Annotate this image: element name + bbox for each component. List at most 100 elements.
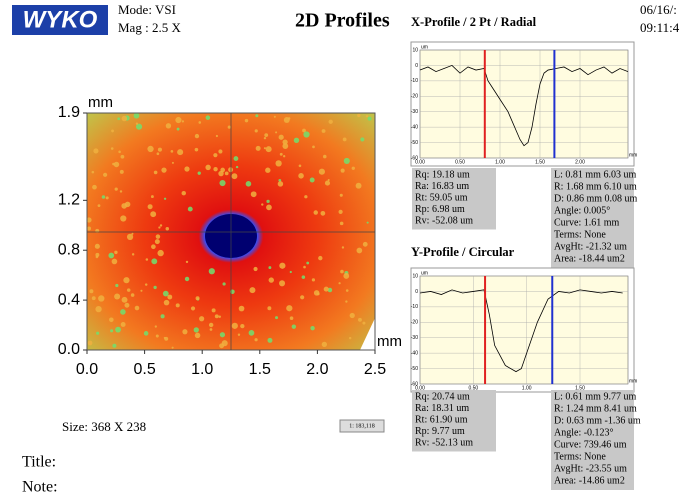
surface-speck xyxy=(215,134,219,138)
surface-speck xyxy=(253,266,258,272)
stat: Area: -18.44 um2 xyxy=(554,253,625,264)
surface-speck xyxy=(263,147,266,150)
surface-speck xyxy=(164,336,169,341)
surface-speck xyxy=(124,201,131,208)
surface-speck xyxy=(177,149,184,156)
surface-speck xyxy=(277,181,284,187)
note-label: Note: xyxy=(22,479,58,496)
x-tick-label: 0.5 xyxy=(133,361,155,378)
y-unit: um xyxy=(421,44,428,50)
surface-speck xyxy=(279,280,286,287)
surface-speck xyxy=(320,210,326,216)
surface-speck xyxy=(143,331,149,336)
scale-label: 1: 183,118 xyxy=(349,423,374,429)
surface-speck xyxy=(266,204,272,211)
date: 06/16/: xyxy=(640,2,677,17)
y-unit: um xyxy=(421,270,428,276)
y-tick-label: 0 xyxy=(415,289,418,295)
surface-speck xyxy=(133,112,140,119)
x-tick-label: 1.0 xyxy=(191,361,213,378)
surface-speck xyxy=(240,323,245,329)
surface-speck xyxy=(114,187,118,191)
surface-speck xyxy=(108,252,115,259)
surface-speck xyxy=(214,314,219,319)
stat: Rp: 9.77 um xyxy=(415,426,465,437)
profile-title: X-Profile / 2 Pt / Radial xyxy=(411,15,537,29)
surface-speck xyxy=(190,306,196,311)
stat: Rv: -52.08 um xyxy=(415,215,473,226)
x-unit: mm xyxy=(377,333,402,350)
surface-speck xyxy=(87,340,93,346)
y-tick-label: 1.9 xyxy=(58,104,80,121)
surface-speck xyxy=(278,179,282,182)
surface-speck xyxy=(156,152,160,156)
surface-speck xyxy=(182,329,188,335)
surface-speck xyxy=(282,139,288,145)
x-unit: mm xyxy=(629,152,637,158)
surface-speck xyxy=(114,293,121,300)
surface-speck xyxy=(340,269,344,274)
surface-speck xyxy=(175,116,182,124)
surface-speck xyxy=(167,294,173,300)
surface-speck xyxy=(311,278,316,282)
surface-speck xyxy=(324,180,331,186)
surface-speck xyxy=(367,116,372,121)
surface-speck xyxy=(328,119,333,124)
surface-speck xyxy=(341,246,345,249)
surface-speck xyxy=(162,290,169,297)
surface-speck xyxy=(355,182,362,189)
surface-speck xyxy=(316,292,320,296)
x-tick-label: 0.0 xyxy=(76,361,98,378)
surface-speck xyxy=(318,168,325,175)
stat: Rv: -52.13 um xyxy=(415,437,473,448)
surface-speck xyxy=(159,224,163,227)
x-tick-label: 2.00 xyxy=(575,159,585,165)
surface-speck xyxy=(304,195,308,199)
surface-speck xyxy=(87,226,92,231)
surface-speck xyxy=(301,275,306,279)
surface-speck xyxy=(95,305,102,313)
surface-speck xyxy=(254,129,258,133)
surface-speck xyxy=(310,325,315,331)
surface-speck xyxy=(208,268,215,275)
y-tick-label: -40 xyxy=(411,124,418,130)
surface-speck xyxy=(237,333,241,336)
stat: Rq: 19.18 um xyxy=(415,169,470,180)
x-tick-label: 1.50 xyxy=(535,159,545,165)
profile-line xyxy=(419,289,623,373)
y-tick-label: -10 xyxy=(411,78,418,84)
y-tick-label: 10 xyxy=(412,273,418,279)
surface-speck xyxy=(362,241,368,247)
surface-speck xyxy=(263,136,267,140)
surface-speck xyxy=(161,167,167,173)
surface-speck xyxy=(147,145,154,153)
surface-speck xyxy=(227,125,231,129)
surface-speck xyxy=(323,154,327,159)
surface-speck xyxy=(112,343,117,348)
x-tick-label: 2.5 xyxy=(364,361,386,378)
stat: Ra: 18.31 um xyxy=(415,403,469,414)
stat: Terms: None xyxy=(554,229,606,240)
height-map xyxy=(86,112,376,351)
surface-speck xyxy=(120,309,126,315)
profile-line xyxy=(419,64,629,147)
surface-speck xyxy=(93,148,99,154)
surface-speck xyxy=(171,161,174,164)
surface-speck xyxy=(298,173,304,179)
y-tick-label: 0.4 xyxy=(58,291,80,308)
surface-speck xyxy=(244,118,249,123)
surface-speck xyxy=(339,221,344,226)
surface-speck xyxy=(194,332,201,339)
surface-speck xyxy=(120,322,126,327)
surface-speck xyxy=(249,287,256,294)
stats-box xyxy=(551,390,634,490)
surface-speck xyxy=(349,312,355,319)
surface-speck xyxy=(131,253,135,256)
y-tick-label: -20 xyxy=(411,320,418,326)
stat: Rt: 59.05 um xyxy=(415,192,468,203)
surface-speck xyxy=(124,302,130,308)
surface-speck xyxy=(312,145,315,149)
surface-speck xyxy=(338,209,343,214)
surface-speck xyxy=(289,316,294,320)
surface-speck xyxy=(110,147,114,150)
